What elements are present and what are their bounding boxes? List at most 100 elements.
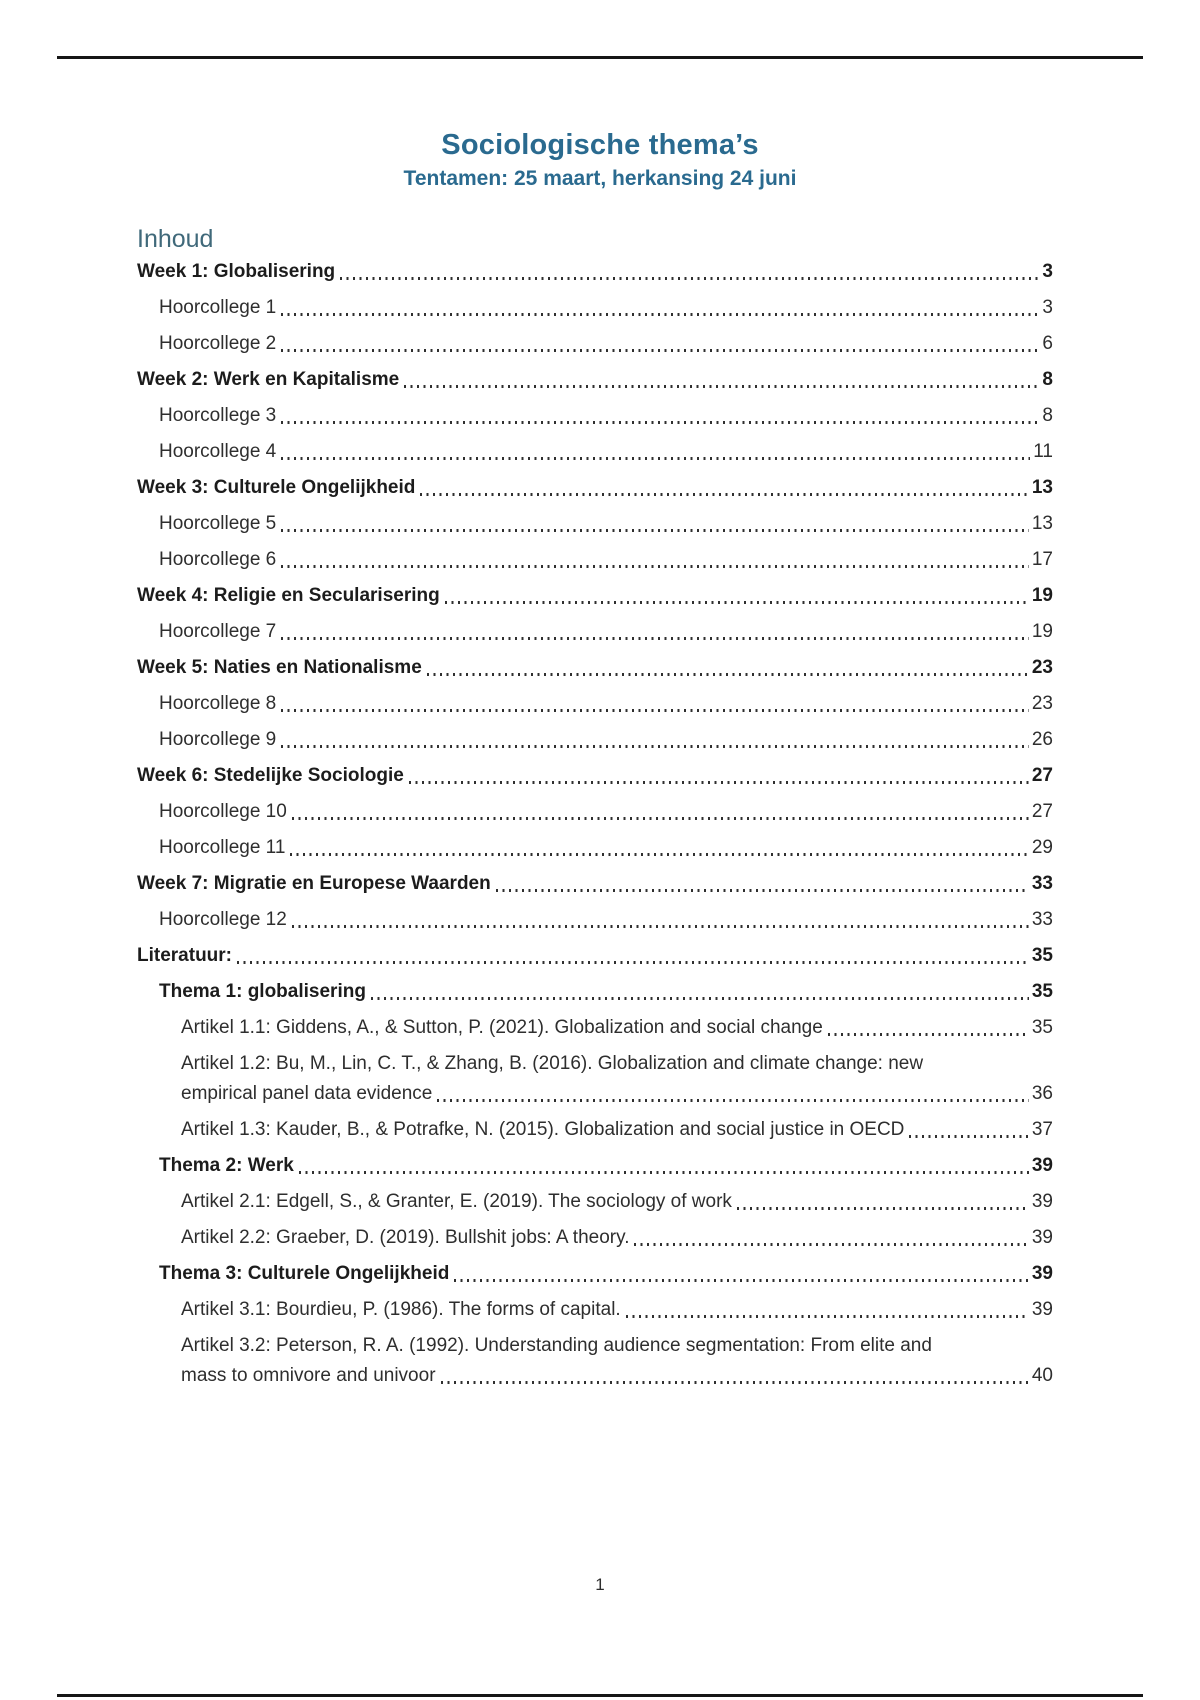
toc-entry-label: Artikel 2.1: Edgell, S., & Granter, E. (…	[181, 1191, 732, 1212]
toc-entry[interactable]: Hoorcollege 1 3	[137, 296, 1053, 319]
toc-entry-label: Hoorcollege 5	[159, 513, 277, 534]
toc-entry[interactable]: Week 7: Migratie en Europese Waarden 33	[137, 872, 1053, 895]
toc-entry-label: Hoorcollege 2	[159, 333, 277, 354]
toc-entry[interactable]: Week 3: Culturele Ongelijkheid 13	[137, 476, 1053, 499]
toc-page-number: 39	[1031, 1191, 1053, 1212]
toc-entry[interactable]: Week 5: Naties en Nationalisme 23	[137, 656, 1053, 679]
toc-entry-label: Hoorcollege 8	[159, 693, 277, 714]
toc-page-number: 17	[1031, 549, 1053, 570]
top-rule	[57, 56, 1143, 59]
toc-page-number: 13	[1031, 477, 1053, 498]
dot-leader	[281, 565, 1029, 568]
dot-leader	[281, 637, 1029, 640]
toc-entry[interactable]: Hoorcollege 12 33	[137, 908, 1053, 931]
toc-entry-label: Thema 3: Culturele Ongelijkheid	[159, 1263, 450, 1284]
dot-leader	[404, 385, 1040, 388]
toc-page-number: 19	[1031, 621, 1053, 642]
toc-entry[interactable]: Artikel 3.1: Bourdieu, P. (1986). The fo…	[137, 1298, 1053, 1321]
dot-leader	[298, 1171, 1029, 1174]
toc-entry[interactable]: Hoorcollege 8 23	[137, 692, 1053, 715]
toc-entry-label: Hoorcollege 4	[159, 441, 277, 462]
toc-entry[interactable]: Artikel 1.3: Kauder, B., & Potrafke, N. …	[137, 1118, 1053, 1141]
dot-leader	[281, 421, 1040, 424]
toc-entry-label: Artikel 1.3: Kauder, B., & Potrafke, N. …	[181, 1119, 905, 1140]
toc-entry[interactable]: Week 2: Werk en Kapitalisme 8	[137, 368, 1053, 391]
toc-entry[interactable]: Hoorcollege 9 26	[137, 728, 1053, 751]
toc-entry-label: Hoorcollege 10	[159, 801, 287, 822]
toc-entry-label: Hoorcollege 3	[159, 405, 277, 426]
toc-page-number: 3	[1042, 297, 1053, 318]
toc-entry[interactable]: Week 4: Religie en Secularisering 19	[137, 584, 1053, 607]
toc-page-number: 39	[1031, 1155, 1053, 1176]
toc-page-number: 11	[1033, 441, 1053, 462]
toc-page-number: 8	[1042, 405, 1053, 426]
dot-leader	[281, 529, 1029, 532]
toc-entry-label: Thema 1: globalisering	[159, 981, 366, 1002]
dot-leader	[370, 997, 1029, 1000]
toc-entry[interactable]: Literatuur: 35	[137, 944, 1053, 967]
toc-entry[interactable]: Hoorcollege 3 8	[137, 404, 1053, 427]
toc-entry-label: Artikel 3.1: Bourdieu, P. (1986). The fo…	[181, 1299, 621, 1320]
toc-page-number: 3	[1042, 261, 1053, 282]
toc-entry[interactable]: Artikel 1.1: Giddens, A., & Sutton, P. (…	[137, 1016, 1053, 1039]
toc-page-number: 29	[1031, 837, 1053, 858]
toc-entry-label: Hoorcollege 1	[159, 297, 277, 318]
toc-entry-label: Hoorcollege 11	[159, 837, 286, 858]
toc-entry-label: Hoorcollege 9	[159, 729, 277, 750]
toc-entry-label: Week 1: Globalisering	[137, 261, 336, 282]
toc-entry[interactable]: Artikel 3.2: Peterson, R. A. (1992). Und…	[137, 1334, 1053, 1387]
dot-leader	[440, 1381, 1029, 1384]
dot-leader	[408, 781, 1029, 784]
toc-heading: Inhoud	[137, 225, 214, 253]
dot-leader	[281, 745, 1029, 748]
dot-leader	[495, 889, 1029, 892]
toc-entry-label: Week 4: Religie en Secularisering	[137, 585, 440, 606]
toc-entry[interactable]: Hoorcollege 2 6	[137, 332, 1053, 355]
dot-leader	[909, 1135, 1029, 1138]
toc-entry-continuation: mass to omnivore and univoor 40	[181, 1364, 1053, 1387]
toc-page-number: 35	[1031, 1017, 1053, 1038]
dot-leader	[281, 313, 1040, 316]
dot-leader	[281, 709, 1029, 712]
toc-entry[interactable]: Artikel 1.2: Bu, M., Lin, C. T., & Zhang…	[137, 1052, 1053, 1105]
toc-page-number: 6	[1042, 333, 1053, 354]
toc-entry-label: Week 2: Werk en Kapitalisme	[137, 369, 400, 390]
toc-entry[interactable]: Artikel 2.1: Edgell, S., & Granter, E. (…	[137, 1190, 1053, 1213]
toc-entry-label: Week 7: Migratie en Europese Waarden	[137, 873, 491, 894]
toc-entry[interactable]: Hoorcollege 6 17	[137, 548, 1053, 571]
toc-entry-label: Artikel 1.1: Giddens, A., & Sutton, P. (…	[181, 1017, 823, 1038]
toc-page-number: 19	[1031, 585, 1053, 606]
dot-leader	[736, 1207, 1029, 1210]
toc-entry[interactable]: Hoorcollege 11 29	[137, 836, 1053, 859]
dot-leader	[634, 1243, 1029, 1246]
toc-page-number: 26	[1031, 729, 1053, 750]
toc-page-number: 40	[1031, 1365, 1053, 1386]
toc-page-number: 33	[1031, 873, 1053, 894]
toc-entry[interactable]: Week 1: Globalisering 3	[137, 260, 1053, 283]
toc-page-number: 35	[1031, 981, 1053, 1002]
document-header: Sociologische thema’s Tentamen: 25 maart…	[57, 128, 1143, 192]
toc-entry[interactable]: Thema 3: Culturele Ongelijkheid 39	[137, 1262, 1053, 1285]
toc-entry[interactable]: Hoorcollege 4 11	[137, 440, 1053, 463]
toc-entry-label: Week 6: Stedelijke Sociologie	[137, 765, 404, 786]
toc-page-number: 36	[1031, 1083, 1053, 1104]
toc-entry[interactable]: Week 6: Stedelijke Sociologie 27	[137, 764, 1053, 787]
toc-entry[interactable]: Hoorcollege 5 13	[137, 512, 1053, 535]
dot-leader	[420, 493, 1029, 496]
toc-page-number: 33	[1031, 909, 1053, 930]
toc-entry[interactable]: Thema 2: Werk 39	[137, 1154, 1053, 1177]
table-of-contents: Inhoud Week 1: Globalisering 3 Hoorcolle…	[137, 224, 1053, 1400]
toc-entry[interactable]: Thema 1: globalisering 35	[137, 980, 1053, 1003]
toc-entry-label: Week 5: Naties en Nationalisme	[137, 657, 422, 678]
toc-entry[interactable]: Artikel 2.2: Graeber, D. (2019). Bullshi…	[137, 1226, 1053, 1249]
dot-leader	[454, 1279, 1029, 1282]
toc-entry[interactable]: Hoorcollege 10 27	[137, 800, 1053, 823]
dot-leader	[827, 1033, 1029, 1036]
toc-page-number: 39	[1031, 1299, 1053, 1320]
toc-entry[interactable]: Hoorcollege 7 19	[137, 620, 1053, 643]
toc-entry-label-continued: empirical panel data evidence	[181, 1083, 433, 1104]
bottom-rule	[57, 1694, 1143, 1697]
dot-leader	[237, 961, 1029, 964]
document-footer: 1	[57, 1575, 1143, 1595]
toc-page-number: 8	[1042, 369, 1053, 390]
